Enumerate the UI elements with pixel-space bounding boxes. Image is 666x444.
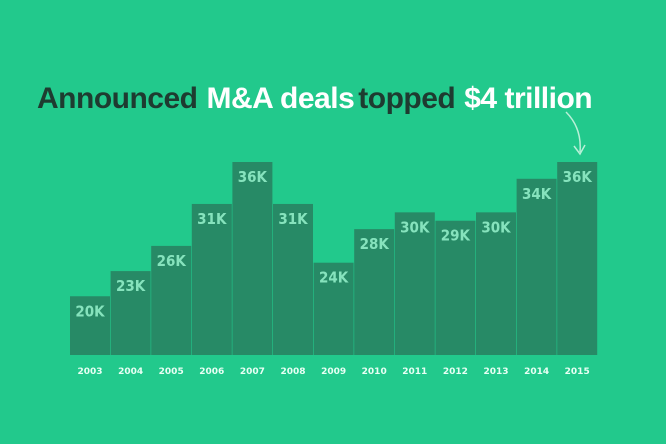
title-part: Announced <box>37 82 198 115</box>
bar <box>151 245 192 355</box>
x-tick-label: 2009 <box>321 367 346 377</box>
value-label: 30K <box>400 218 430 236</box>
bar <box>313 262 354 355</box>
bar <box>232 162 273 355</box>
bar <box>435 220 476 355</box>
value-label: 36K <box>238 168 268 186</box>
bar <box>273 203 313 355</box>
title-part: M&A deals <box>207 82 355 115</box>
x-tick-label: 2013 <box>483 367 508 377</box>
value-label: 24K <box>319 269 349 287</box>
value-label: 30K <box>481 218 511 236</box>
chart-title: Announced M&A deals topped $4 trillion <box>37 82 592 115</box>
x-tick-label: 2010 <box>362 367 387 377</box>
x-tick-label: 2003 <box>77 367 102 377</box>
value-label: 29K <box>441 227 471 245</box>
bar <box>557 162 598 355</box>
x-tick-label: 2007 <box>240 367 265 377</box>
value-label: 20K <box>75 302 105 320</box>
bar <box>110 271 151 355</box>
x-tick-label: 2015 <box>565 367 590 377</box>
value-label: 34K <box>522 185 552 203</box>
bar <box>70 296 110 355</box>
x-tick-label: 2005 <box>159 367 184 377</box>
x-tick-label: 2012 <box>443 367 468 377</box>
arrow <box>565 111 581 153</box>
x-tick-label: 2008 <box>280 367 305 377</box>
bar <box>191 203 232 355</box>
bar <box>354 229 395 355</box>
x-tick-label: 2006 <box>199 367 224 377</box>
title-part: topped <box>358 82 455 115</box>
bar <box>476 212 516 355</box>
bar <box>516 178 557 355</box>
x-tick-label: 2004 <box>118 367 143 377</box>
bar <box>394 212 435 355</box>
value-label: 31K <box>197 210 227 228</box>
x-tick-label: 2011 <box>402 367 427 377</box>
value-label: 31K <box>278 210 308 228</box>
arrow-head <box>573 144 586 156</box>
title-part: $4 trillion <box>464 82 592 115</box>
value-label: 23K <box>116 277 146 295</box>
value-label: 36K <box>563 168 593 186</box>
value-label: 26K <box>157 252 187 270</box>
x-tick-label: 2014 <box>524 367 549 377</box>
value-label: 28K <box>360 235 390 253</box>
